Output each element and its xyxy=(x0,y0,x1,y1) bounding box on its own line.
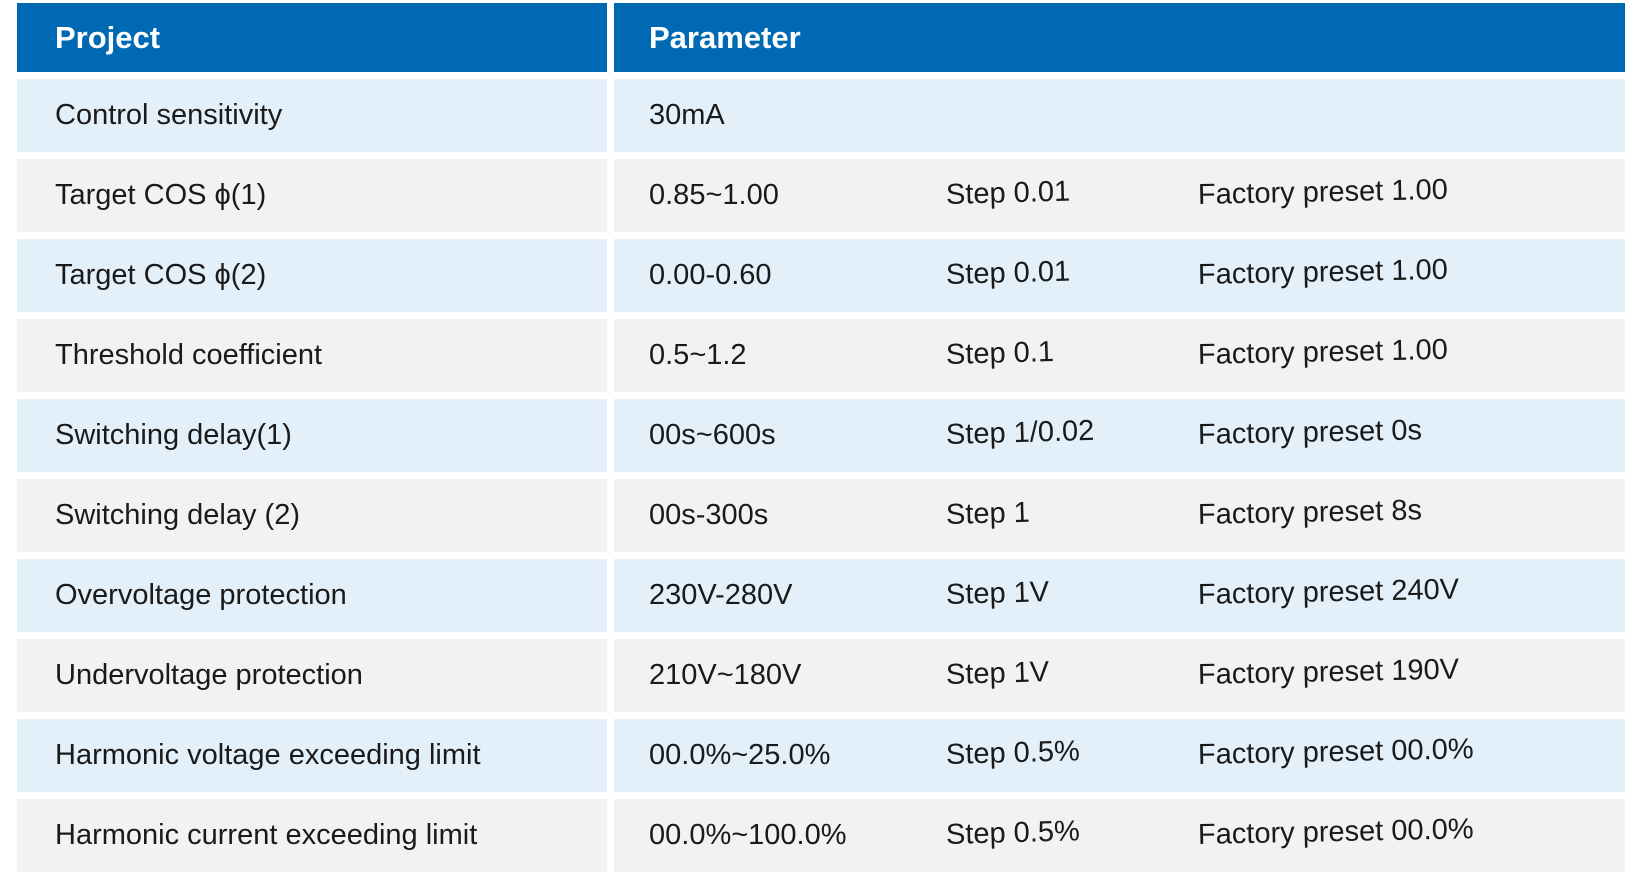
parameter-cell: 0.85~1.00 Step 0.01 Factory preset 1.00 xyxy=(614,159,1625,232)
step-value: Step 1V xyxy=(945,576,1050,611)
parameter-cell: 00s~600s Step 1/0.02 Factory preset 0s xyxy=(614,399,1625,472)
table-row: Harmonic current exceeding limit 00.0%~1… xyxy=(17,799,1625,872)
table-row: Switching delay (2) 00s-300s Step 1 Fact… xyxy=(17,479,1625,552)
parameter-table: Project Parameter Control sensitivity 30… xyxy=(17,3,1625,872)
table-row: Undervoltage protection 210V~180V Step 1… xyxy=(17,639,1625,712)
factory-preset-value: Factory preset 240V xyxy=(1197,573,1460,611)
range-value: 230V-280V xyxy=(649,579,793,611)
parameter-cell: 230V-280V Step 1V Factory preset 240V xyxy=(614,559,1625,632)
range-value: 0.5~1.2 xyxy=(649,339,747,371)
factory-preset-value: Factory preset 1.00 xyxy=(1197,253,1449,291)
table-row: Target COS ϕ(1) 0.85~1.00 Step 0.01 Fact… xyxy=(17,159,1625,232)
factory-preset-value: Factory preset 0s xyxy=(1197,414,1423,451)
table-row: Target COS ϕ(2) 0.00-0.60 Step 0.01 Fact… xyxy=(17,239,1625,312)
table-row: Switching delay(1) 00s~600s Step 1/0.02 … xyxy=(17,399,1625,472)
step-value xyxy=(946,108,1198,115)
factory-preset-value: Factory preset 8s xyxy=(1197,494,1423,531)
parameter-cell: 00s-300s Step 1 Factory preset 8s xyxy=(614,479,1625,552)
project-cell: Switching delay (2) xyxy=(17,479,607,552)
project-cell: Switching delay(1) xyxy=(17,399,607,472)
parameter-cell: 30mA xyxy=(614,79,1625,152)
project-cell: Undervoltage protection xyxy=(17,639,607,712)
table-row: Overvoltage protection 230V-280V Step 1V… xyxy=(17,559,1625,632)
project-cell: Control sensitivity xyxy=(17,79,607,152)
header-cell-parameter: Parameter xyxy=(614,3,1625,72)
parameter-cell: 210V~180V Step 1V Factory preset 190V xyxy=(614,639,1625,712)
factory-preset-value: Factory preset 190V xyxy=(1197,653,1460,691)
parameter-cell: 00.0%~25.0% Step 0.5% Factory preset 00.… xyxy=(614,719,1625,792)
factory-preset-value: Factory preset 1.00 xyxy=(1197,173,1449,211)
project-cell: Overvoltage protection xyxy=(17,559,607,632)
factory-preset-value: Factory preset 1.00 xyxy=(1197,333,1449,371)
factory-preset-value: Factory preset 00.0% xyxy=(1197,733,1474,771)
range-value: 00s~600s xyxy=(649,419,776,451)
range-value: 30mA xyxy=(649,99,725,131)
project-cell: Target COS ϕ(1) xyxy=(17,159,607,232)
range-value: 00.0%~100.0% xyxy=(649,819,847,851)
step-value: Step 0.1 xyxy=(945,335,1055,371)
table-header-row: Project Parameter xyxy=(17,3,1625,72)
factory-preset-value xyxy=(1198,107,1625,116)
table-row: Threshold coefficient 0.5~1.2 Step 0.1 F… xyxy=(17,319,1625,392)
factory-preset-value: Factory preset 00.0% xyxy=(1197,813,1474,851)
range-value: 0.85~1.00 xyxy=(649,179,779,211)
range-value: 00.0%~25.0% xyxy=(649,739,831,771)
project-cell: Target COS ϕ(2) xyxy=(17,239,607,312)
step-value: Step 0.01 xyxy=(945,175,1071,211)
range-value: 00s-300s xyxy=(649,499,769,531)
parameter-cell: 00.0%~100.0% Step 0.5% Factory preset 00… xyxy=(614,799,1625,872)
table-row: Control sensitivity 30mA xyxy=(17,79,1625,152)
range-value: 210V~180V xyxy=(649,659,802,691)
parameter-cell: 0.5~1.2 Step 0.1 Factory preset 1.00 xyxy=(614,319,1625,392)
step-value: Step 1/0.02 xyxy=(945,414,1095,451)
parameter-cell: 0.00-0.60 Step 0.01 Factory preset 1.00 xyxy=(614,239,1625,312)
project-cell: Harmonic voltage exceeding limit xyxy=(17,719,607,792)
step-value: Step 0.5% xyxy=(945,735,1081,771)
header-cell-project: Project xyxy=(17,3,607,72)
step-value: Step 1V xyxy=(945,656,1050,691)
project-cell: Threshold coefficient xyxy=(17,319,607,392)
table-row: Harmonic voltage exceeding limit 00.0%~2… xyxy=(17,719,1625,792)
step-value: Step 0.5% xyxy=(945,815,1081,851)
project-cell: Harmonic current exceeding limit xyxy=(17,799,607,872)
step-value: Step 1 xyxy=(945,496,1031,531)
range-value: 0.00-0.60 xyxy=(649,259,772,291)
step-value: Step 0.01 xyxy=(945,255,1071,291)
